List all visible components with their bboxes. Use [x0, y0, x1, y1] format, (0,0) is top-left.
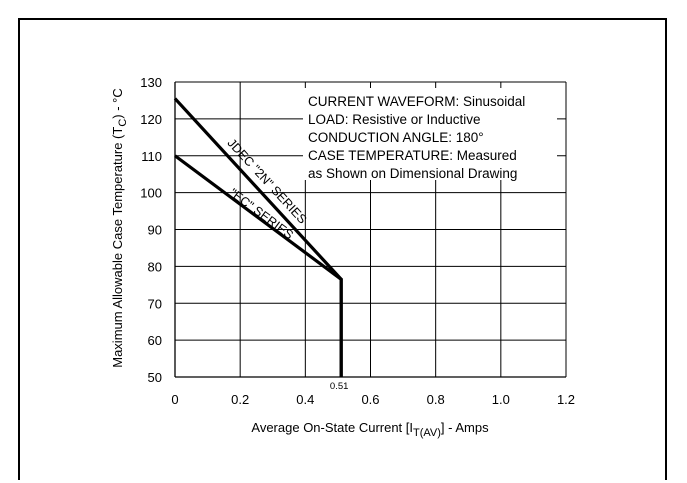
y-tick-label: 110 [141, 149, 162, 164]
annotation-line: CURRENT WAVEFORM: Sinusoidal [308, 94, 525, 109]
x-axis-title: Average On-State Current [IT(AV)] - Amps [251, 420, 489, 439]
annotation-line: CONDUCTION ANGLE: 180° [308, 130, 484, 145]
y-tick-label: 80 [148, 259, 162, 274]
series-lines [173, 97, 343, 377]
y-tick-label: 70 [148, 296, 162, 311]
annotation-line: LOAD: Resistive or Inductive [308, 112, 481, 127]
marker-value-label: 0.51 [330, 381, 349, 392]
x-tick-label: 1.2 [557, 392, 575, 407]
x-tick-label: 0 [171, 392, 178, 407]
x-tick-label: 1.0 [492, 392, 510, 407]
series-line-ec [174, 154, 343, 377]
annotation-box [303, 88, 557, 180]
axes [174, 82, 566, 378]
annotation-line: CASE TEMPERATURE: Measured [308, 148, 517, 163]
annotation-line: as Shown on Dimensional Drawing [308, 166, 517, 181]
x-tick-label: 0.6 [361, 392, 379, 407]
x-tick-label: 0.4 [296, 392, 314, 407]
y-tick-label: 120 [140, 112, 162, 127]
y-tick-label: 130 [140, 75, 162, 90]
annotation-background [303, 88, 557, 180]
y-axis-title: Maximum Allowable Case Temperature (TC) … [110, 88, 129, 368]
y-tick-label: 60 [148, 333, 162, 348]
x-tick-label: 0.2 [231, 392, 249, 407]
y-tick-label: 100 [140, 186, 162, 201]
y-tick-label: 50 [148, 370, 162, 385]
x-tick-label: 0.8 [427, 392, 445, 407]
y-tick-label: 90 [148, 223, 162, 238]
